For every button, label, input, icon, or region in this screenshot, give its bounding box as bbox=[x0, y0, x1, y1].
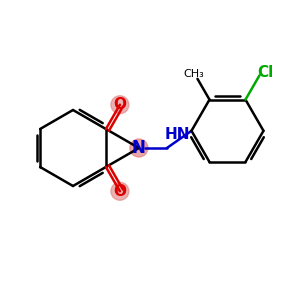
Text: O: O bbox=[113, 97, 126, 112]
Circle shape bbox=[111, 96, 129, 114]
Text: HN: HN bbox=[164, 127, 190, 142]
Text: N: N bbox=[132, 139, 146, 157]
Text: O: O bbox=[113, 184, 126, 199]
Text: Cl: Cl bbox=[257, 65, 274, 80]
Text: CH₃: CH₃ bbox=[183, 69, 204, 79]
Circle shape bbox=[130, 139, 148, 157]
Circle shape bbox=[111, 182, 129, 200]
